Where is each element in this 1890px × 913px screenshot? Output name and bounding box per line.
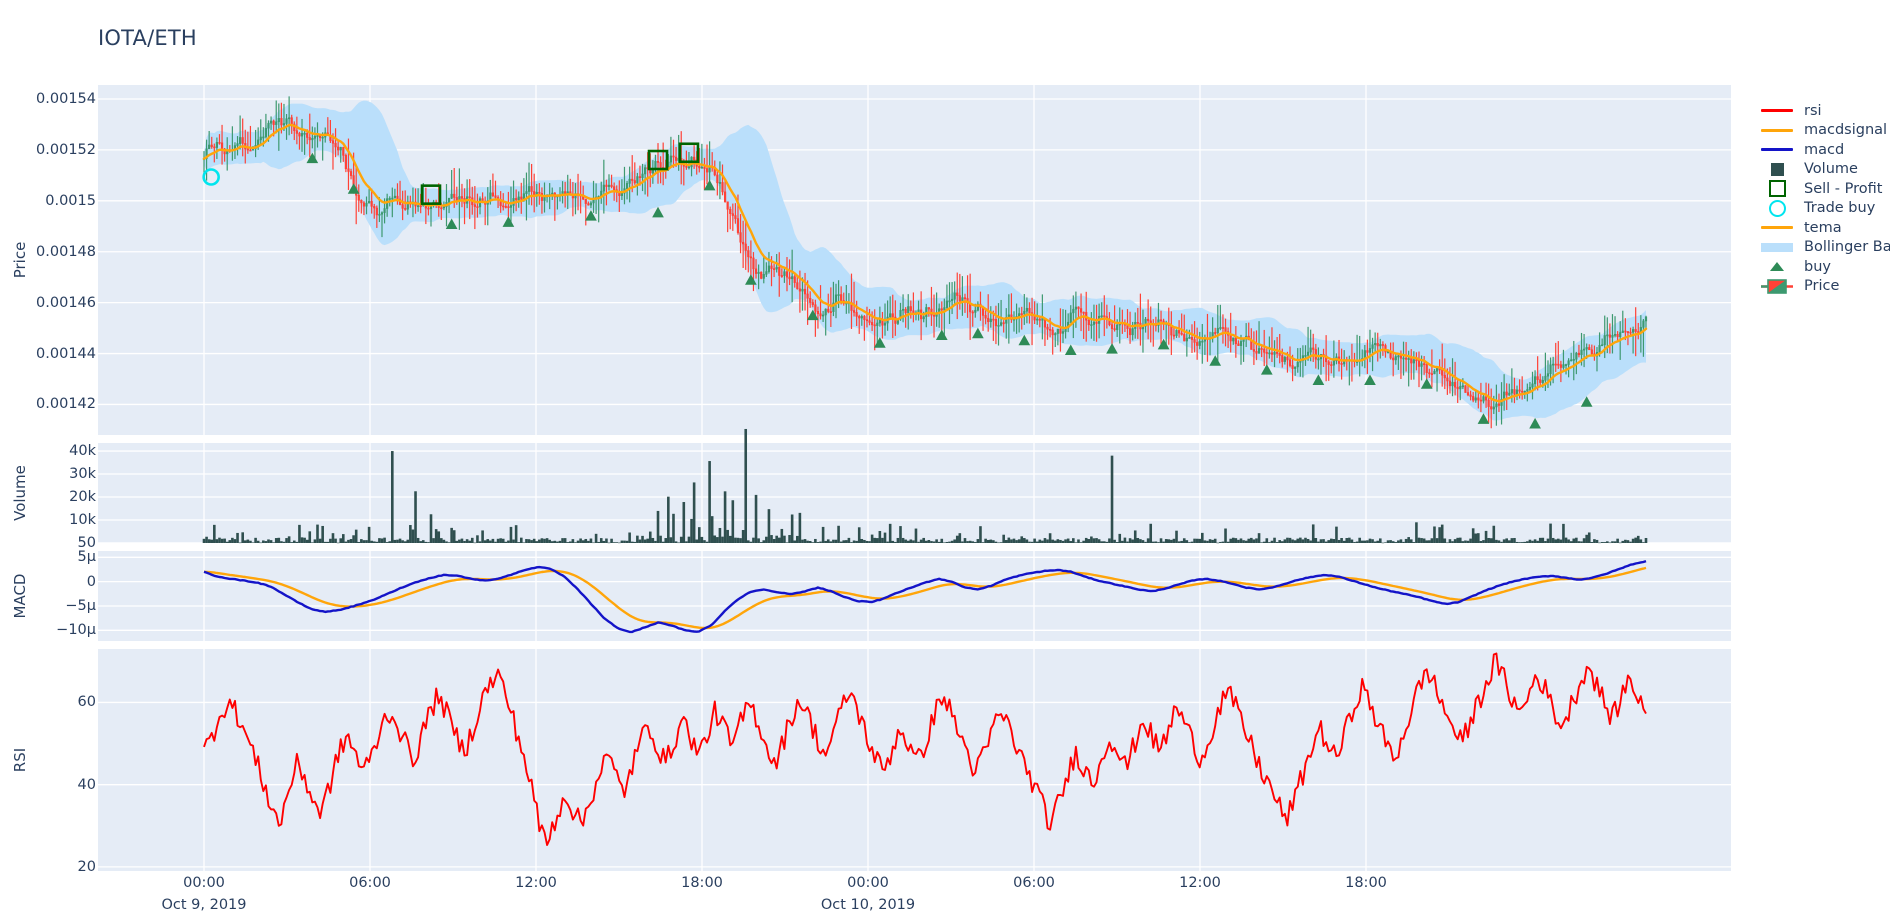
y-axis-tick: 40 <box>77 776 96 793</box>
line-swatch-icon <box>1761 226 1793 230</box>
legend-item-rsi[interactable]: rsi <box>1757 101 1890 121</box>
volume-panel <box>98 428 1731 544</box>
legend-candle-swatch <box>1757 277 1797 296</box>
price-axis-title: Price <box>11 241 29 279</box>
macd-panel <box>98 551 1731 641</box>
x-axis-tick: 12:00 <box>1179 875 1221 891</box>
macd-axis-title: MACD <box>11 573 29 619</box>
legend-item-label: Trade buy <box>1804 200 1876 217</box>
legend-line-swatch <box>1757 140 1797 159</box>
open-square-marker-icon <box>1768 180 1786 198</box>
legend-item-label: Sell - Profit <box>1804 180 1883 197</box>
open-circle-marker-icon <box>1768 199 1786 217</box>
legend-item-macdsignal[interactable]: macdsignal <box>1757 121 1890 141</box>
y-axis-tick: −10µ <box>56 622 96 639</box>
x-axis-tick: 06:00 <box>1013 875 1055 891</box>
y-axis-tick: 0.0015 <box>45 192 96 209</box>
legend-item-bollinger-band[interactable]: Bollinger Band <box>1757 238 1890 258</box>
legend-line-swatch <box>1757 101 1797 120</box>
legend-item-volume[interactable]: Volume <box>1757 160 1890 180</box>
x-axis-tick: 00:00 <box>183 875 225 891</box>
line-swatch-icon <box>1761 148 1793 152</box>
y-axis-tick: 5µ <box>77 549 96 566</box>
legend-item-label: macdsignal <box>1804 122 1888 139</box>
legend-line-swatch <box>1757 218 1797 237</box>
y-axis-tick: 0.00152 <box>36 141 96 158</box>
legend-item-buy[interactable]: buy <box>1757 257 1890 277</box>
legend-band-swatch <box>1757 238 1797 257</box>
x-axis-tick: 12:00 <box>515 875 557 891</box>
candlestick-icon <box>1761 278 1793 294</box>
chart-legend: rsi macdsignal macd Volume Sell - Profit Trad… <box>1757 101 1890 296</box>
x-axis-date-label: Oct 9, 2019 <box>161 897 247 913</box>
y-axis-tick: 0.00144 <box>36 345 96 362</box>
rsi-panel <box>98 649 1731 871</box>
legend-triangle-swatch <box>1757 257 1797 276</box>
legend-item-price[interactable]: Price <box>1757 277 1890 297</box>
x-axis-tick: 18:00 <box>1345 875 1387 891</box>
legend-item-label: macd <box>1804 141 1845 158</box>
legend-item-tema[interactable]: tema <box>1757 218 1890 238</box>
y-axis-tick: 0.00154 <box>36 91 96 107</box>
x-axis-date-label: Oct 10, 2019 <box>820 897 916 913</box>
price-panel <box>98 85 1731 435</box>
line-swatch-icon <box>1761 109 1793 113</box>
x-axis-tick: 00:00 <box>847 875 889 891</box>
y-axis-tick: 20k <box>69 489 96 506</box>
square-marker-icon <box>1770 162 1784 176</box>
legend-open-circle-swatch <box>1757 199 1797 218</box>
y-axis-tick: 0.00148 <box>36 243 96 260</box>
x-axis-tick: 06:00 <box>349 875 391 891</box>
page-title: IOTA/ETH <box>98 26 197 50</box>
y-axis-tick: 0.00146 <box>36 294 96 311</box>
legend-item-label: Price <box>1804 278 1840 295</box>
volume-axis-title: Volume <box>11 465 29 521</box>
y-axis-tick: 0.00142 <box>36 396 96 413</box>
y-axis-tick: 50 <box>77 534 96 551</box>
y-axis-tick: 30k <box>69 466 96 483</box>
band-swatch-icon <box>1761 242 1793 252</box>
legend-item-label: Volume <box>1804 161 1858 178</box>
x-axis-tick: 18:00 <box>681 875 723 891</box>
legend-open-square-swatch <box>1757 179 1797 198</box>
rsi-axis-title: RSI <box>11 747 29 773</box>
y-axis-tick: −5µ <box>65 597 96 614</box>
triangle-up-marker-icon <box>1770 262 1784 272</box>
legend-item-label: Bollinger Band <box>1804 239 1890 256</box>
y-axis-tick: 0 <box>86 573 96 590</box>
legend-item-label: buy <box>1804 258 1831 275</box>
legend-item-macd[interactable]: macd <box>1757 140 1890 160</box>
legend-item-trade-buy[interactable]: Trade buy <box>1757 199 1890 219</box>
y-axis-tick: 60 <box>77 694 96 711</box>
y-axis-tick: 40k <box>69 443 96 460</box>
line-swatch-icon <box>1761 128 1793 132</box>
legend-item-label: rsi <box>1804 102 1822 119</box>
y-axis-tick: 20 <box>77 858 96 875</box>
legend-item-label: tema <box>1804 219 1842 236</box>
legend-line-swatch <box>1757 121 1797 140</box>
legend-square-swatch <box>1757 160 1797 179</box>
y-axis-tick: 10k <box>69 512 96 528</box>
legend-item-sell-profit[interactable]: Sell - Profit <box>1757 179 1890 199</box>
